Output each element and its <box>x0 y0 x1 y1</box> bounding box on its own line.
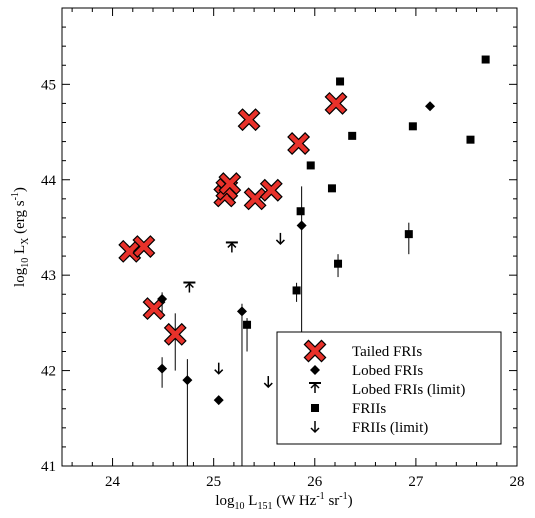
marker-diamond <box>236 306 247 317</box>
marker-square <box>336 77 345 86</box>
marker-diamond <box>296 220 307 231</box>
data-markers <box>118 55 490 406</box>
marker-diamond <box>425 101 436 112</box>
marker-cross <box>163 322 187 346</box>
legend-label-lobed-fris-limit: Lobed FRIs (limit) <box>352 382 465 398</box>
y-tick-label: 42 <box>41 364 56 380</box>
marker-cross <box>324 91 348 115</box>
marker-cross <box>259 178 283 202</box>
marker-square <box>348 131 357 140</box>
legend-symbol-square <box>311 404 319 412</box>
legend-symbol-up-limit <box>309 382 321 393</box>
y-tick-label: 44 <box>41 173 57 189</box>
marker-up-limit <box>225 241 238 253</box>
legend-symbols <box>303 339 327 434</box>
marker-cross <box>142 297 166 321</box>
legend-label-friis: FRIIs <box>352 401 386 417</box>
marker-square <box>404 230 413 239</box>
marker-diamond <box>213 395 224 406</box>
legend-symbol-diamond <box>310 365 320 375</box>
marker-down-limit <box>275 232 285 245</box>
legend-label-lobed-fris: Lobed FRIs <box>352 363 423 379</box>
marker-square <box>327 184 336 193</box>
marker-square <box>306 161 315 170</box>
axis-ticks <box>62 7 518 467</box>
marker-square <box>296 207 305 216</box>
marker-diamond <box>157 363 168 374</box>
marker-cross <box>118 239 142 263</box>
marker-diamond <box>182 375 193 386</box>
marker-square <box>466 135 475 144</box>
marker-cross <box>243 187 267 211</box>
marker-cross <box>287 132 311 155</box>
y-tick-label: 45 <box>41 77 56 93</box>
marker-down-limit <box>263 376 273 389</box>
x-tick-label: 25 <box>206 474 221 490</box>
x-tick-label: 26 <box>307 474 323 490</box>
marker-cross <box>132 235 156 258</box>
marker-cross <box>237 108 261 132</box>
marker-diamond <box>157 294 168 305</box>
y-tick-label: 41 <box>41 459 56 475</box>
y-axis-label: log10 LX (erg s-1) <box>10 187 31 287</box>
x-axis-label: log10 L151 (W Hz-1 sr-1) <box>215 491 352 512</box>
legend-symbol-down-limit <box>310 421 320 434</box>
marker-cross <box>218 172 242 196</box>
marker-square <box>292 286 301 295</box>
marker-square <box>334 259 343 268</box>
tick-labels: 24 25 26 27 28 41 42 43 44 45 <box>41 77 525 490</box>
y-tick-label: 43 <box>41 268 56 284</box>
legend-symbol-cross <box>303 339 327 363</box>
x-tick-label: 24 <box>105 474 121 490</box>
marker-down-limit <box>214 362 224 375</box>
marker-up-limit <box>183 281 196 293</box>
marker-square <box>481 55 490 64</box>
legend-label-tailed-fris: Tailed FRIs <box>352 344 422 360</box>
x-tick-label: 28 <box>510 474 525 490</box>
marker-square <box>408 122 417 131</box>
legend: Tailed FRIs Lobed FRIs Lobed FRIs (limit… <box>276 331 502 445</box>
x-tick-label: 27 <box>408 474 424 490</box>
marker-square <box>243 320 252 329</box>
legend-label-friis-limit: FRIIs (limit) <box>352 420 428 436</box>
